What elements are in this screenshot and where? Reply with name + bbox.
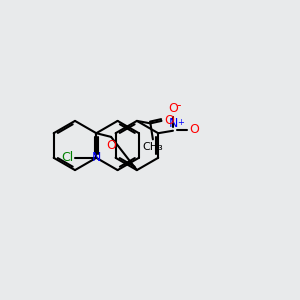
Text: CH₃: CH₃ bbox=[142, 142, 163, 152]
Text: O: O bbox=[164, 114, 174, 128]
Text: O: O bbox=[106, 139, 116, 152]
Text: N: N bbox=[169, 116, 178, 130]
Text: Cl: Cl bbox=[61, 151, 74, 164]
Text: -: - bbox=[177, 99, 182, 112]
Text: O: O bbox=[190, 123, 200, 136]
Text: N: N bbox=[92, 151, 101, 164]
Text: O: O bbox=[168, 102, 178, 115]
Text: +: + bbox=[177, 118, 184, 127]
